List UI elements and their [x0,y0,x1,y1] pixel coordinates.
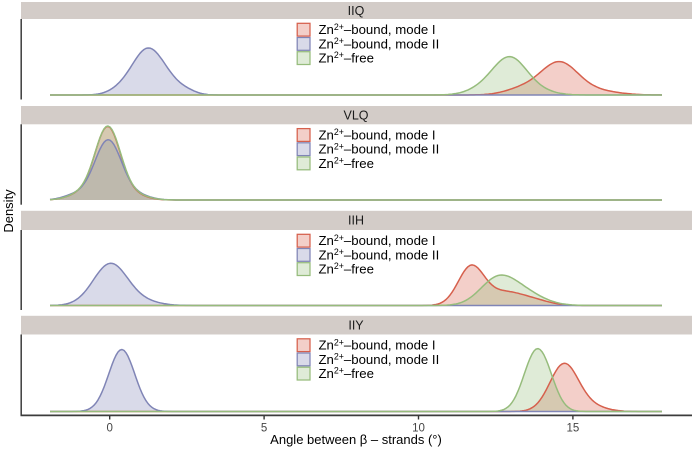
svg-text:Density: Density [1,189,16,233]
svg-text:Zn2+–bound, mode I: Zn2+–bound, mode I [319,337,436,352]
svg-text:Angle between β – strands (°): Angle between β – strands (°) [270,432,442,447]
svg-text:Zn2+–bound, mode I: Zn2+–bound, mode I [319,127,436,142]
svg-text:IIQ: IIQ [348,4,365,18]
svg-text:Zn2+–free: Zn2+–free [319,156,374,171]
svg-text:Zn2+–free: Zn2+–free [319,50,374,65]
svg-text:IIY: IIY [348,318,364,332]
svg-text:10: 10 [412,423,425,435]
svg-text:Zn2+–bound, mode II: Zn2+–bound, mode II [319,36,440,51]
svg-text:Zn2+–bound, mode I: Zn2+–bound, mode I [319,233,436,248]
svg-text:Zn2+–bound, mode II: Zn2+–bound, mode II [319,352,440,367]
svg-text:Zn2+–bound, mode I: Zn2+–bound, mode I [319,22,436,37]
svg-text:0: 0 [106,423,112,435]
svg-text:15: 15 [567,423,580,435]
svg-text:Zn2+–bound, mode II: Zn2+–bound, mode II [319,247,440,262]
svg-text:VLQ: VLQ [343,109,368,123]
svg-text:Zn2+–free: Zn2+–free [319,261,374,276]
svg-text:Zn2+–free: Zn2+–free [319,366,374,381]
svg-text:5: 5 [261,423,267,435]
svg-text:IIH: IIH [348,214,364,228]
svg-text:Zn2+–bound, mode II: Zn2+–bound, mode II [319,141,440,156]
